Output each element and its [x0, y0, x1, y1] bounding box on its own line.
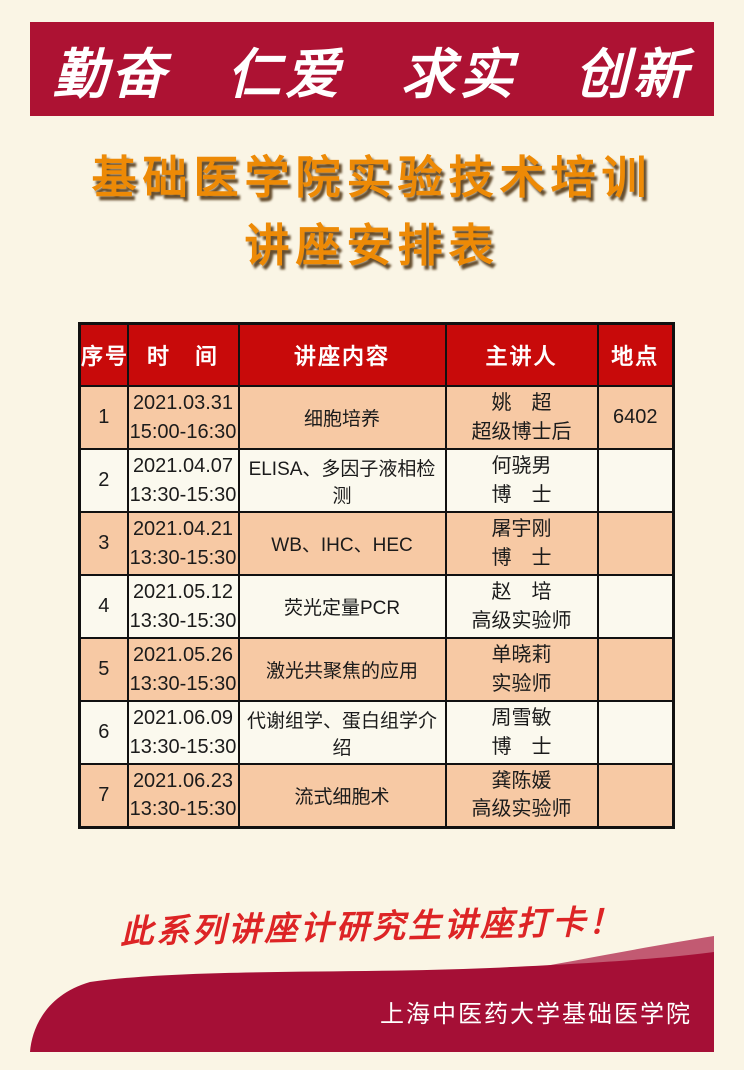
cell-location [596, 637, 675, 702]
speaker-title: 博 士 [491, 735, 552, 758]
cell-no: 1 [78, 385, 129, 450]
date-text: 2021.03.31 [132, 392, 234, 415]
speaker-title: 博 士 [491, 546, 552, 569]
cell-no: 7 [78, 763, 129, 828]
cell-no: 3 [78, 511, 129, 576]
speaker-title: 高级实验师 [471, 609, 572, 632]
cell-time: 2021.04.21 13:30-15:30 [126, 511, 240, 576]
cell-speaker: 屠宇刚 博 士 [444, 511, 599, 576]
header-speaker: 主讲人 [444, 322, 599, 387]
cell-topic: 代谢组学、蛋白组学介绍 [237, 700, 447, 765]
cell-time: 2021.06.23 13:30-15:30 [126, 763, 240, 828]
date-text: 2021.05.26 [132, 644, 234, 667]
footer-wave: 上海中医药大学基础医学院 [30, 930, 714, 1052]
cell-time: 2021.06.09 13:30-15:30 [126, 700, 240, 765]
time-text: 13:30-15:30 [129, 609, 237, 632]
speaker-name: 何骁男 [491, 455, 552, 478]
speaker-name: 赵 培 [491, 581, 552, 604]
cell-time: 2021.04.07 13:30-15:30 [126, 448, 240, 513]
organization-name: 上海中医药大学基础医学院 [380, 1001, 692, 1028]
cell-no: 2 [78, 448, 129, 513]
motto-banner: 勤奋 仁爱 求实 创新 [30, 22, 714, 116]
speaker-name: 龚陈媛 [491, 769, 552, 792]
cell-location [596, 574, 675, 639]
cell-time: 2021.05.26 13:30-15:30 [126, 637, 240, 702]
table-row: 4 2021.05.12 13:30-15:30 荧光定量PCR 赵 培 高级实… [78, 574, 675, 639]
cell-speaker: 赵 培 高级实验师 [444, 574, 599, 639]
speaker-title: 博 士 [491, 483, 552, 506]
motto-text: 勤奋 仁爱 求实 创新 [53, 41, 691, 106]
speaker-name: 周雪敏 [491, 707, 552, 730]
table-row: 6 2021.06.09 13:30-15:30 代谢组学、蛋白组学介绍 周雪敏… [78, 700, 675, 765]
header-time: 时 间 [126, 322, 240, 387]
table-row: 1 2021.03.31 15:00-16:30 细胞培养 姚 超 超级博士后 … [78, 385, 675, 450]
speaker-title: 超级博士后 [471, 420, 572, 443]
time-text: 13:30-15:30 [129, 546, 237, 569]
time-text: 13:30-15:30 [129, 483, 237, 506]
cell-location [596, 448, 675, 513]
footer-wave-graphic [30, 936, 714, 1052]
table-row: 7 2021.06.23 13:30-15:30 流式细胞术 龚陈媛 高级实验师 [78, 763, 675, 828]
cell-location: 6402 [596, 385, 675, 450]
cell-speaker: 龚陈媛 高级实验师 [444, 763, 599, 828]
cell-topic: 荧光定量PCR [237, 574, 447, 639]
cell-location [596, 763, 675, 828]
speaker-name: 屠宇刚 [491, 518, 552, 541]
cell-location [596, 700, 675, 765]
date-text: 2021.05.12 [132, 581, 234, 604]
speaker-title: 实验师 [491, 672, 552, 695]
cell-time: 2021.03.31 15:00-16:30 [126, 385, 240, 450]
cell-speaker: 姚 超 超级博士后 [444, 385, 599, 450]
date-text: 2021.04.21 [132, 518, 234, 541]
cell-topic: 激光共聚焦的应用 [237, 637, 447, 702]
header-no: 序号 [78, 322, 129, 387]
page-title-line2: 讲座安排表 [244, 219, 500, 271]
cell-location [596, 511, 675, 576]
cell-speaker: 周雪敏 博 士 [444, 700, 599, 765]
cell-topic: ELISA、多因子液相检测 [237, 448, 447, 513]
time-text: 13:30-15:30 [129, 735, 237, 758]
cell-topic: 流式细胞术 [237, 763, 447, 828]
cell-topic: 细胞培养 [237, 385, 447, 450]
table-row: 5 2021.05.26 13:30-15:30 激光共聚焦的应用 单晓莉 实验… [78, 637, 675, 702]
header-location: 地点 [596, 322, 675, 387]
speaker-title: 高级实验师 [471, 798, 572, 821]
date-text: 2021.06.23 [132, 769, 234, 792]
page-title-line1: 基础医学院实验技术培训 [91, 152, 653, 203]
time-text: 13:30-15:30 [129, 672, 237, 695]
time-text: 15:00-16:30 [129, 420, 237, 443]
page-title: 基础医学院实验技术培训 讲座安排表 [0, 144, 744, 279]
cell-no: 5 [78, 637, 129, 702]
table-row: 3 2021.04.21 13:30-15:30 WB、IHC、HEC 屠宇刚 … [78, 511, 675, 576]
header-topic: 讲座内容 [237, 322, 447, 387]
lecture-schedule-table: 序号 时 间 讲座内容 主讲人 地点 1 2021.03.31 15:00-16… [78, 322, 675, 829]
speaker-name: 姚 超 [491, 392, 552, 415]
speaker-name: 单晓莉 [491, 644, 552, 667]
time-text: 13:30-15:30 [129, 798, 237, 821]
date-text: 2021.06.09 [132, 707, 234, 730]
cell-no: 6 [78, 700, 129, 765]
cell-topic: WB、IHC、HEC [237, 511, 447, 576]
cell-speaker: 何骁男 博 士 [444, 448, 599, 513]
cell-speaker: 单晓莉 实验师 [444, 637, 599, 702]
table-row: 2 2021.04.07 13:30-15:30 ELISA、多因子液相检测 何… [78, 448, 675, 513]
cell-time: 2021.05.12 13:30-15:30 [126, 574, 240, 639]
date-text: 2021.04.07 [132, 455, 234, 478]
cell-no: 4 [78, 574, 129, 639]
table-header-row: 序号 时 间 讲座内容 主讲人 地点 [78, 322, 675, 387]
